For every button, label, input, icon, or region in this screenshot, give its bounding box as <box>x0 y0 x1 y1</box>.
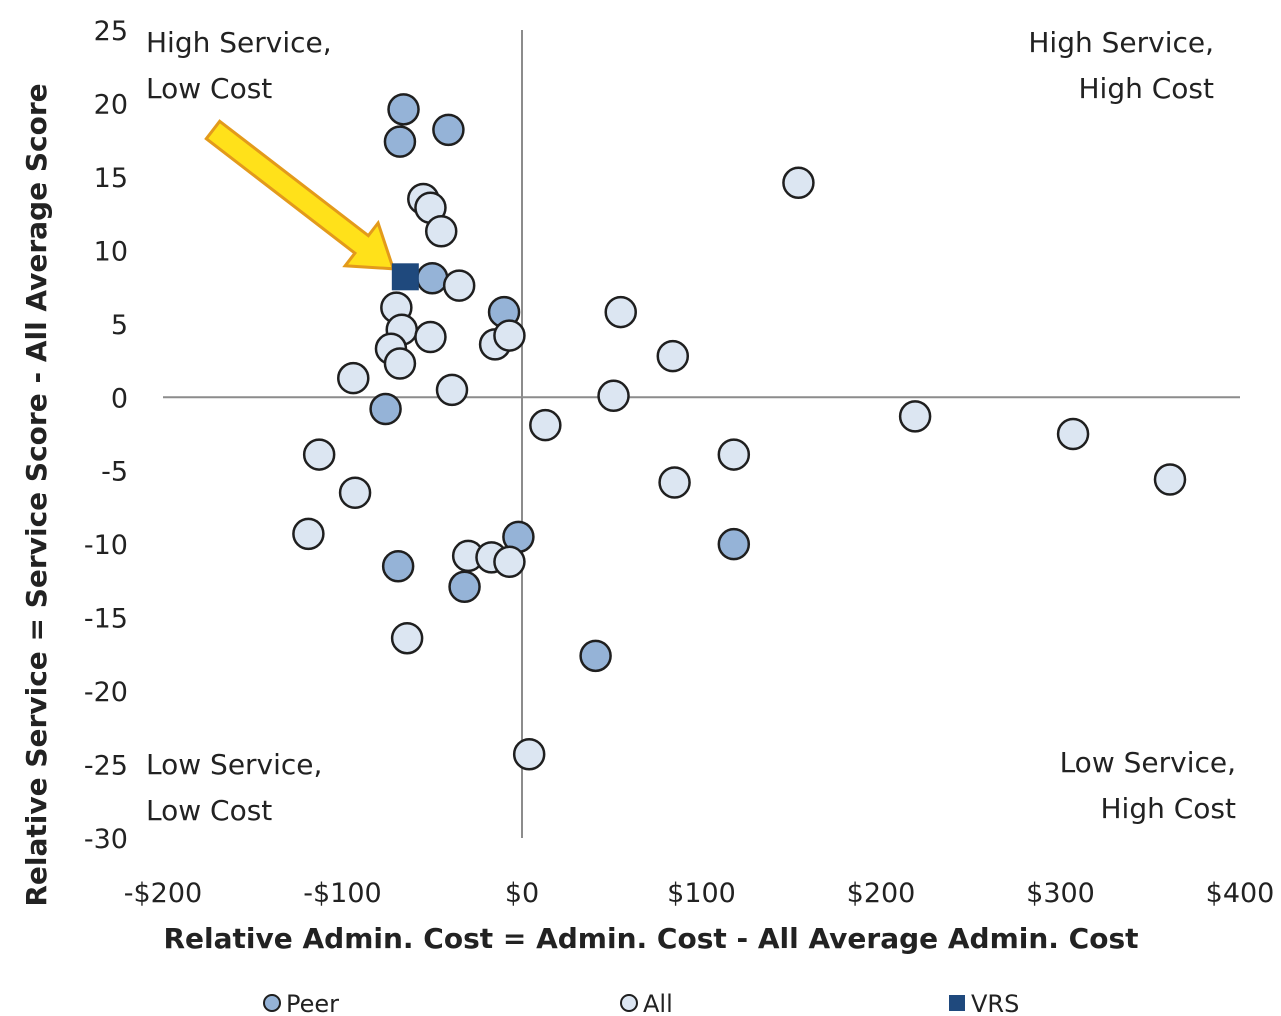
quadrant-label-bottom-left: Low Service, <box>146 748 322 781</box>
point-all <box>656 339 690 373</box>
arrow-shape <box>204 119 396 271</box>
y-tick-label: 20 <box>94 89 128 120</box>
point-all <box>442 269 476 302</box>
point-all <box>390 621 424 655</box>
x-tick-label: $300 <box>1026 878 1095 909</box>
point-all <box>493 319 526 352</box>
point-all <box>302 438 336 471</box>
point-peer <box>416 262 449 295</box>
x-tick-label: -$200 <box>124 878 202 909</box>
y-tick-label: 25 <box>94 16 128 47</box>
point-all <box>414 320 447 354</box>
quadrant-label-top-right: High Cost <box>1078 72 1214 105</box>
quadrant-label-bottom-right: Low Service, <box>1060 746 1236 779</box>
y-tick-label: -30 <box>84 824 128 855</box>
point-all <box>337 361 370 395</box>
y-tick-label: -20 <box>84 677 128 708</box>
x-tick-label: $200 <box>847 878 916 909</box>
point-peer <box>387 93 420 126</box>
point-peer <box>383 125 417 158</box>
legend-marker-all <box>620 994 638 1012</box>
y-tick-label: -25 <box>84 751 128 782</box>
point-peer <box>369 392 402 426</box>
quadrant-label-top-left: High Service, <box>146 26 332 59</box>
quadrant-label-bottom-left: Low Cost <box>146 794 272 827</box>
y-tick-label: 0 <box>111 383 128 414</box>
x-tick-label: $100 <box>667 878 736 909</box>
point-peer <box>448 570 481 604</box>
point-all <box>717 438 751 471</box>
point-peer <box>432 113 465 147</box>
point-all <box>658 466 691 499</box>
point-all <box>424 215 458 248</box>
point-all <box>338 476 372 510</box>
quadrant-label-bottom-right: High Cost <box>1100 792 1236 825</box>
point-all <box>1153 463 1187 496</box>
x-axis-title: Relative Admin. Cost = Admin. Cost - All… <box>163 922 1138 955</box>
point-peer <box>381 549 415 583</box>
y-tick-label: -5 <box>101 457 128 488</box>
y-tick-label: 5 <box>111 310 128 341</box>
point-peer <box>717 527 751 561</box>
point-all <box>383 347 417 380</box>
point-all <box>1056 417 1090 451</box>
x-tick-label: $0 <box>505 878 539 909</box>
point-vrs <box>391 263 419 291</box>
point-all <box>493 545 526 579</box>
x-tick-label: $400 <box>1206 878 1275 909</box>
quadrant-label-top-right: High Service, <box>1028 26 1214 59</box>
y-axis-title: Relative Service = Service Score - All A… <box>20 83 53 906</box>
legend-marker-peer <box>263 994 281 1012</box>
point-all <box>292 517 325 551</box>
legend-marker-vrs <box>949 995 965 1011</box>
point-all <box>898 400 932 433</box>
legend-label-all: All <box>643 990 673 1016</box>
point-all <box>435 373 469 407</box>
point-all <box>604 295 637 329</box>
legend-label-peer: Peer <box>286 990 339 1016</box>
point-all <box>529 408 562 442</box>
point-all <box>597 379 630 413</box>
point-peer <box>579 639 612 673</box>
y-tick-label: 10 <box>94 236 128 267</box>
quadrant-label-top-left: Low Cost <box>146 72 272 105</box>
highlight-arrow <box>204 119 396 271</box>
x-tick-label: -$100 <box>303 878 381 909</box>
point-all <box>512 738 546 771</box>
y-tick-label: 15 <box>94 163 128 194</box>
y-tick-label: -15 <box>84 604 128 635</box>
point-all <box>782 166 815 200</box>
y-tick-label: -10 <box>84 530 128 561</box>
legend-label-vrs: VRS <box>971 990 1019 1016</box>
